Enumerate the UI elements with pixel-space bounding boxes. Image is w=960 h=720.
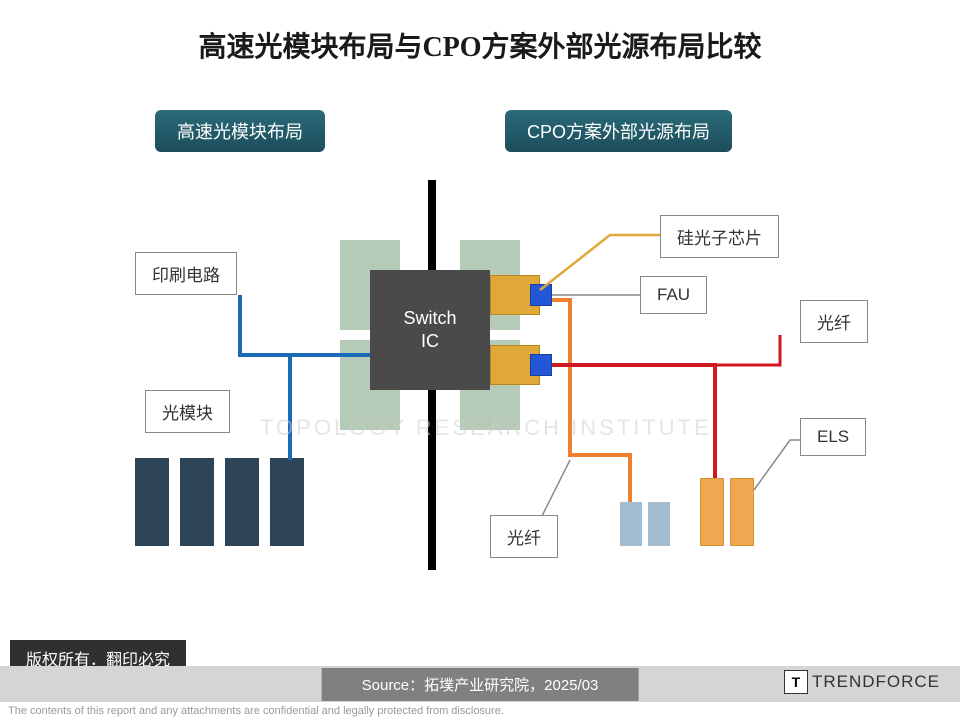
label-printed-circuit: 印刷电路 [135, 252, 237, 295]
optical-module-bar [180, 458, 214, 546]
els-bar [730, 478, 754, 546]
logo-text: TRENDFORCE [812, 672, 940, 692]
label-fiber-bottom: 光纤 [490, 515, 558, 558]
footer-bar: Source：拓墣产业研究院，2025/03 T TRENDFORCE [0, 666, 960, 702]
disclaimer-text: The contents of this report and any atta… [0, 702, 960, 720]
header-right: CPO方案外部光源布局 [505, 110, 732, 152]
footer: 版权所有．翻印必究 Source：拓墣产业研究院，2025/03 T TREND… [0, 666, 960, 720]
label-els: ELS [800, 418, 866, 456]
els-bar [700, 478, 724, 546]
switch-ic-label: Switch IC [403, 307, 456, 354]
optical-module-bar [225, 458, 259, 546]
optical-module-bar [270, 458, 304, 546]
optical-module-bar [135, 458, 169, 546]
logo-mark-icon: T [784, 670, 808, 694]
switch-ic-block: Switch IC [370, 270, 490, 390]
label-fau: FAU [640, 276, 707, 314]
fau-block [530, 284, 552, 306]
trendforce-logo: T TRENDFORCE [784, 670, 940, 694]
fau-block [530, 354, 552, 376]
gray-block [648, 502, 670, 546]
gray-block [620, 502, 642, 546]
source-text: Source：拓墣产业研究院，2025/03 [322, 668, 639, 701]
diagram-area: Switch IC 印刷电路 光模块 硅光子芯片 FAU 光 [0, 180, 960, 600]
label-si-photonics: 硅光子芯片 [660, 215, 779, 258]
page-title: 高速光模块布局与CPO方案外部光源布局比较 [0, 0, 960, 80]
label-fiber-top: 光纤 [800, 300, 868, 343]
header-left: 高速光模块布局 [155, 110, 325, 152]
label-optical-module: 光模块 [145, 390, 230, 433]
